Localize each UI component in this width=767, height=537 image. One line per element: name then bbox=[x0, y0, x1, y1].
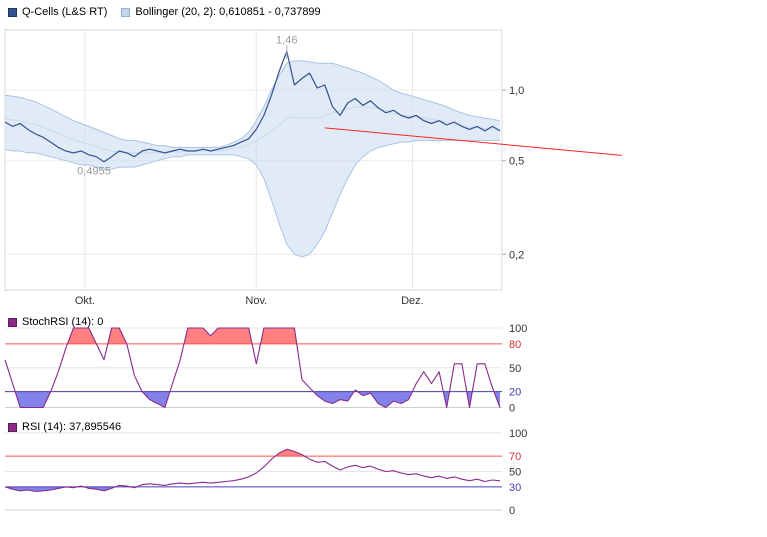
rsi-legend: RSI (14): 37,895546 bbox=[8, 421, 121, 434]
y-tick-label: 0,5 bbox=[509, 156, 524, 168]
legend-item-qcells: Q-Cells (L&S RT) bbox=[8, 6, 107, 19]
stochrsi-series-swatch-icon bbox=[8, 318, 17, 327]
y-tick-label: 50 bbox=[509, 363, 521, 375]
stochrsi-line bbox=[4, 327, 501, 409]
y-tick-label: 0,2 bbox=[509, 249, 524, 261]
y-tick-label: 80 bbox=[509, 339, 521, 351]
bollinger-legend-label: Bollinger (20, 2): 0,610851 - 0,737899 bbox=[135, 6, 321, 18]
x-tick-label: Okt. bbox=[75, 295, 95, 307]
rsi-line bbox=[4, 448, 501, 493]
stochrsi-panel: 100 80 50 20 0 bbox=[4, 323, 527, 415]
main-price-chart: 1,0 0,5 0,2 Okt. Nov. Dez. 1,46 0,4955 bbox=[4, 29, 622, 307]
y-tick-label: 30 bbox=[509, 482, 521, 494]
rsi-legend-label: RSI (14): 37,895546 bbox=[22, 421, 122, 433]
y-tick-label: 0 bbox=[509, 403, 515, 415]
main-plot-border bbox=[4, 29, 503, 291]
stochrsi-legend: StochRSI (14): 0 bbox=[8, 316, 103, 329]
price-line bbox=[4, 50, 501, 163]
qcells-series-swatch-icon bbox=[8, 8, 17, 17]
y-tick-label: 70 bbox=[509, 451, 521, 463]
bollinger-upper-line bbox=[4, 60, 501, 148]
trend-line bbox=[324, 127, 622, 156]
fill-above-threshold bbox=[275, 449, 305, 457]
legend-item-bollinger: Bollinger (20, 2): 0,610851 - 0,737899 bbox=[121, 6, 321, 19]
rsi-series-swatch-icon bbox=[8, 423, 17, 432]
x-tick-label: Nov. bbox=[245, 295, 267, 307]
fill-below-threshold bbox=[5, 391, 500, 408]
rsi-panel: 100 70 50 30 0 bbox=[4, 428, 527, 517]
peak-annotation: 1,46 bbox=[276, 34, 297, 46]
bollinger-lower-line bbox=[4, 139, 500, 258]
main-chart-legend: Q-Cells (L&S RT) Bollinger (20, 2): 0,61… bbox=[8, 6, 321, 19]
qcells-legend-label: Q-Cells (L&S RT) bbox=[22, 6, 108, 18]
legend-item-rsi: RSI (14): 37,895546 bbox=[8, 421, 121, 434]
y-tick-label: 20 bbox=[509, 387, 521, 399]
fill-below-threshold bbox=[5, 486, 500, 492]
bollinger-series-swatch-icon bbox=[121, 8, 131, 17]
y-tick-label: 50 bbox=[509, 467, 521, 479]
x-tick-label: Dez. bbox=[401, 295, 424, 307]
y-tick-label: 100 bbox=[509, 428, 527, 440]
y-tick-label: 0 bbox=[509, 505, 515, 517]
bollinger-band-fill bbox=[5, 60, 500, 257]
legend-item-stochrsi: StochRSI (14): 0 bbox=[8, 316, 103, 329]
low-annotation: 0,4955 bbox=[77, 166, 111, 178]
y-tick-label: 100 bbox=[509, 323, 527, 335]
y-tick-label: 1,0 bbox=[509, 85, 524, 97]
stochrsi-legend-label: StochRSI (14): 0 bbox=[22, 316, 104, 328]
